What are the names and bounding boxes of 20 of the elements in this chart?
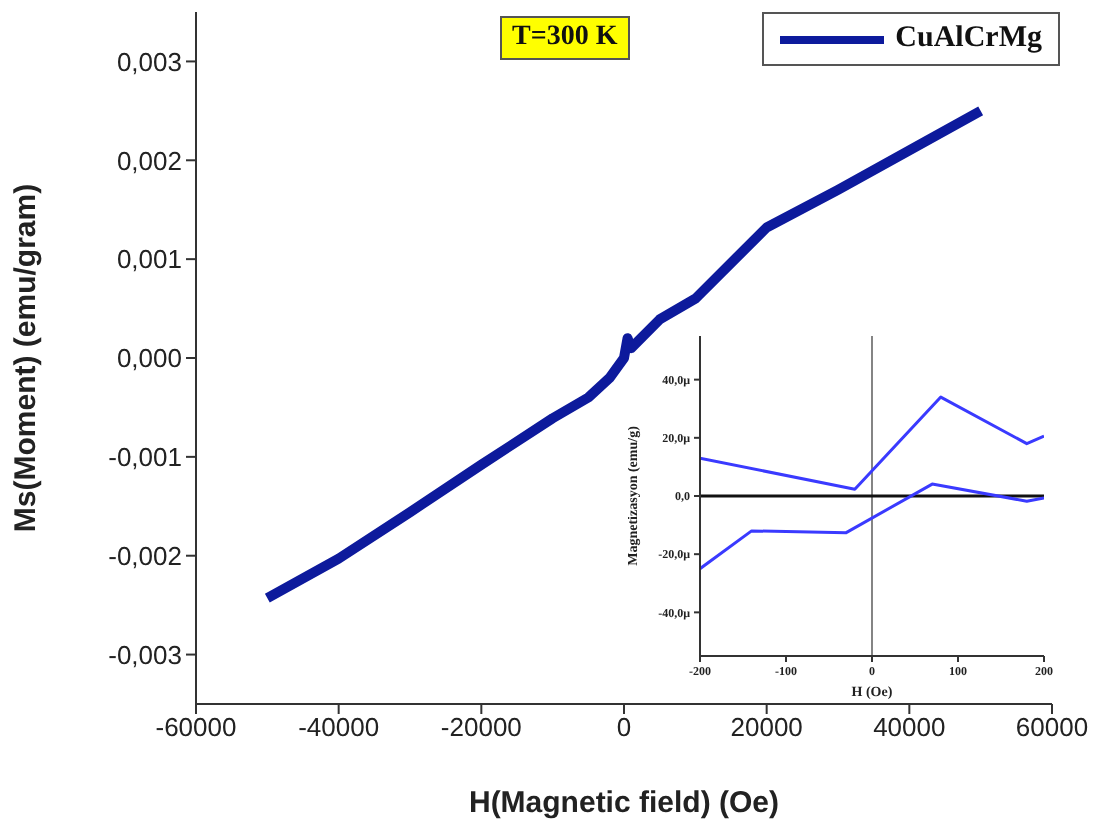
x-tick-label: 20000 bbox=[730, 712, 803, 743]
x-tick-label: -40000 bbox=[298, 712, 380, 743]
y-tick-label: 0,003 bbox=[116, 46, 182, 77]
x-tick-label: 40000 bbox=[873, 712, 946, 743]
line-series bbox=[700, 395, 1044, 491]
x-tick-label: 60000 bbox=[1015, 712, 1089, 743]
y-tick-label: 0,002 bbox=[116, 145, 182, 176]
y-tick-label: -0,002 bbox=[108, 540, 182, 571]
y-tick-label: 0,001 bbox=[116, 244, 182, 275]
x-tick-label: 0 bbox=[616, 712, 632, 743]
y-tick-label: -0,001 bbox=[108, 442, 182, 473]
x-axis-title: H(Magnetic field) (Oe) bbox=[468, 786, 780, 820]
line-series bbox=[700, 482, 1044, 571]
y-axis-title: Ms(Moment) (emu/gram) bbox=[8, 183, 43, 533]
x-tick-label: -60000 bbox=[155, 712, 237, 743]
y-tick-label: -0,003 bbox=[108, 639, 182, 670]
x-tick-label: -20000 bbox=[440, 712, 522, 743]
y-tick-label: 0,000 bbox=[116, 343, 182, 374]
legend-label: CuAlCrMg bbox=[895, 22, 1042, 56]
annotation: T=300 K bbox=[500, 16, 630, 60]
